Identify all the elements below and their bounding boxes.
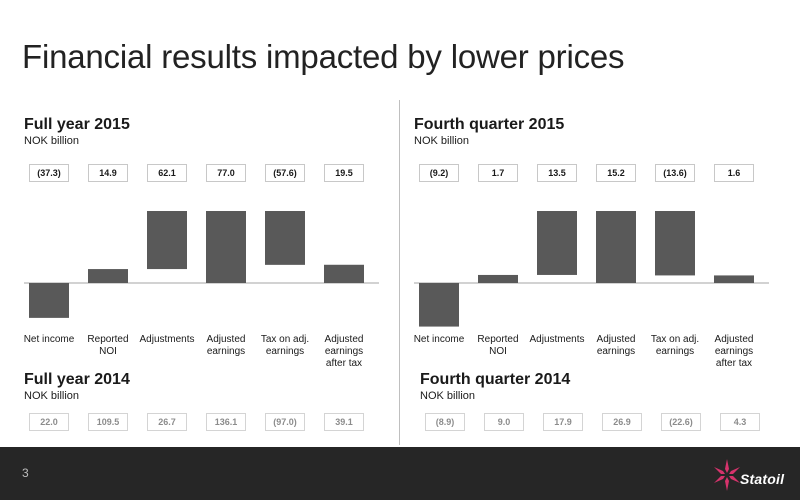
bar xyxy=(324,264,364,283)
value-box: (37.3) xyxy=(29,164,69,182)
category-label: Adjustments xyxy=(529,334,585,345)
comparison-title: Full year 2014 xyxy=(24,371,130,388)
comparison-unit: NOK billion xyxy=(420,390,476,402)
bar xyxy=(265,211,305,265)
waterfall-chart xyxy=(414,211,769,327)
chart-title: Fourth quarter 2015 xyxy=(414,116,565,133)
value-box: 1.6 xyxy=(714,164,754,182)
category-label: Tax on adj. earnings xyxy=(650,334,700,357)
comparison-value-box: (8.9) xyxy=(425,413,465,431)
category-label: Reported NOI xyxy=(477,334,519,357)
value-box: 1.7 xyxy=(478,164,518,182)
bar xyxy=(206,211,246,283)
value-box: 62.1 xyxy=(147,164,187,182)
comparison-value-box: 39.1 xyxy=(324,413,364,431)
comparison-value-box: 22.0 xyxy=(29,413,69,431)
chart-unit: NOK billion xyxy=(414,135,470,147)
category-label: Net income xyxy=(413,334,465,345)
value-box: 15.2 xyxy=(596,164,636,182)
bar xyxy=(537,211,577,275)
star-logo-icon xyxy=(714,459,740,491)
bar xyxy=(419,283,459,327)
category-label: Adjusted earnings after tax xyxy=(324,334,364,369)
chart-title: Full year 2015 xyxy=(24,116,130,133)
comparison-value-box: (22.6) xyxy=(661,413,701,431)
comparison-value-box: 26.7 xyxy=(147,413,187,431)
category-label: Tax on adj. earnings xyxy=(260,334,310,357)
category-label: Adjusted earnings xyxy=(206,334,246,357)
value-box: 19.5 xyxy=(324,164,364,182)
page-title: Financial results impacted by lower pric… xyxy=(22,38,625,75)
value-box: (9.2) xyxy=(419,164,459,182)
bar xyxy=(147,211,187,270)
comparison-title: Fourth quarter 2014 xyxy=(420,371,571,388)
value-box: (13.6) xyxy=(655,164,695,182)
comparison-value-box: 4.3 xyxy=(720,413,760,431)
page-number: 3 xyxy=(22,466,29,480)
bar xyxy=(88,269,128,283)
waterfall-chart xyxy=(24,211,379,318)
comparison-value-box: 26.9 xyxy=(602,413,642,431)
bar xyxy=(478,274,518,283)
chart-panel-full-year-2015: Full year 2015 NOK billion (37.3) 14.9 62.… xyxy=(24,116,394,376)
comparison-value-box: 9.0 xyxy=(484,413,524,431)
value-box: 14.9 xyxy=(88,164,128,182)
category-label: Adjusted earnings after tax xyxy=(714,334,754,369)
comparison-value-box: 109.5 xyxy=(88,413,128,431)
chart-unit: NOK billion xyxy=(24,135,80,147)
bar xyxy=(655,211,695,276)
panel-divider xyxy=(399,100,400,445)
bar xyxy=(714,275,754,283)
comparison-value-box: (97.0) xyxy=(265,413,305,431)
value-box: 13.5 xyxy=(537,164,577,182)
chart-panel-q4-2015: Fourth quarter 2015 NOK billion (9.2) 1.7… xyxy=(414,116,784,376)
comparison-q4-2014: Fourth quarter 2014 NOK billion (8.9) 9.0… xyxy=(420,371,790,436)
comparison-value-box: 136.1 xyxy=(206,413,246,431)
category-label: Reported NOI xyxy=(87,334,129,357)
value-box: 77.0 xyxy=(206,164,246,182)
comparison-unit: NOK billion xyxy=(24,390,80,402)
statoil-logo: Statoil xyxy=(712,457,785,493)
category-label: Adjusted earnings xyxy=(596,334,636,357)
comparison-full-year-2014: Full year 2014 NOK billion 22.0 109.5 26.7… xyxy=(24,371,394,436)
logo-wordmark: Statoil xyxy=(740,471,785,487)
bar xyxy=(29,283,69,318)
category-label: Net income xyxy=(23,334,75,345)
comparison-value-box: 17.9 xyxy=(543,413,583,431)
value-box: (57.6) xyxy=(265,164,305,182)
bar xyxy=(596,211,636,283)
category-label: Adjustments xyxy=(139,334,195,345)
footer-bar: 3 Statoil xyxy=(0,447,800,500)
